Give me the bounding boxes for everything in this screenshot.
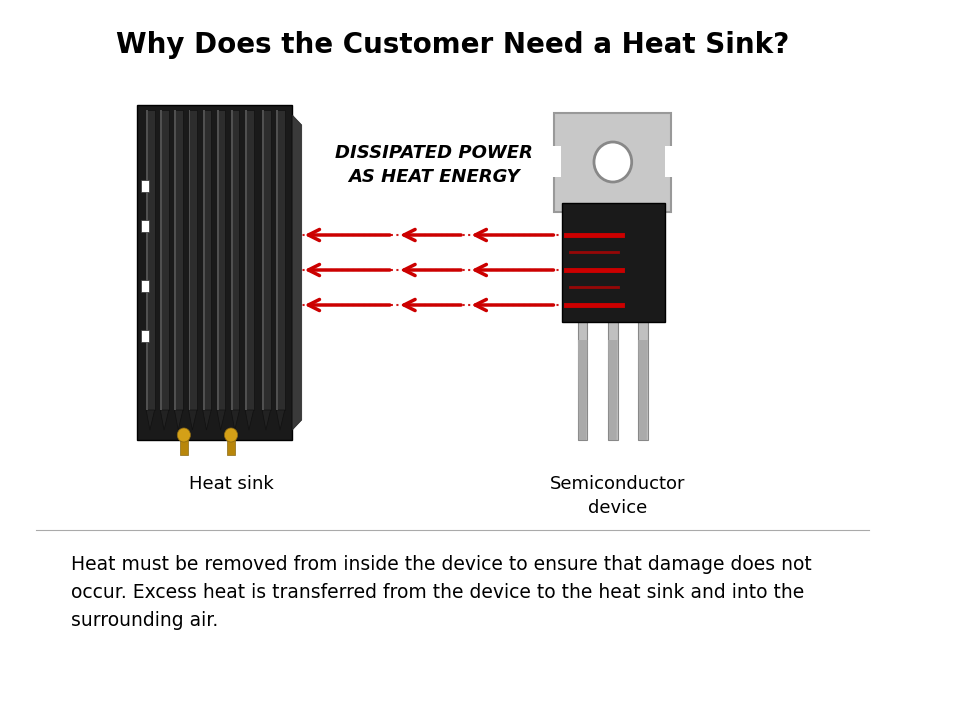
Circle shape: [178, 428, 190, 442]
Polygon shape: [175, 410, 183, 430]
Text: Why Does the Customer Need a Heat Sink?: Why Does the Customer Need a Heat Sink?: [116, 31, 789, 59]
Polygon shape: [217, 410, 226, 430]
Text: Heat sink: Heat sink: [188, 475, 274, 493]
Bar: [188, 110, 197, 410]
Bar: [262, 110, 264, 410]
FancyBboxPatch shape: [562, 203, 664, 322]
Polygon shape: [578, 340, 588, 440]
Polygon shape: [231, 410, 239, 430]
Bar: [552, 146, 561, 177]
Bar: [141, 330, 149, 342]
Bar: [203, 110, 211, 410]
Polygon shape: [146, 410, 155, 430]
Bar: [217, 110, 226, 410]
Bar: [608, 320, 617, 440]
Bar: [203, 110, 204, 410]
Bar: [175, 110, 183, 410]
Bar: [141, 180, 149, 192]
Bar: [664, 146, 674, 177]
Bar: [245, 110, 253, 410]
Polygon shape: [276, 410, 285, 430]
Bar: [578, 320, 588, 440]
Bar: [217, 110, 219, 410]
Bar: [276, 110, 278, 410]
Bar: [262, 110, 271, 410]
Bar: [146, 110, 155, 410]
FancyBboxPatch shape: [554, 113, 671, 212]
Bar: [188, 110, 190, 410]
Bar: [231, 110, 239, 410]
Polygon shape: [188, 410, 197, 430]
Polygon shape: [203, 410, 211, 430]
Text: Semiconductor
device: Semiconductor device: [550, 475, 685, 517]
Polygon shape: [262, 410, 271, 430]
Bar: [180, 435, 187, 455]
Bar: [136, 105, 292, 440]
Polygon shape: [292, 115, 301, 430]
Circle shape: [225, 428, 237, 442]
Bar: [146, 110, 148, 410]
Bar: [141, 280, 149, 292]
Bar: [638, 320, 648, 440]
Bar: [160, 110, 162, 410]
Bar: [245, 110, 247, 410]
Text: Heat must be removed from inside the device to ensure that damage does not
occur: Heat must be removed from inside the dev…: [71, 555, 811, 630]
Circle shape: [594, 142, 632, 182]
Bar: [160, 110, 169, 410]
Polygon shape: [245, 410, 253, 430]
Text: DISSIPATED POWER
AS HEAT ENERGY: DISSIPATED POWER AS HEAT ENERGY: [335, 144, 533, 186]
Polygon shape: [160, 410, 169, 430]
Bar: [276, 110, 285, 410]
Bar: [175, 110, 177, 410]
Polygon shape: [608, 340, 617, 440]
Bar: [228, 435, 235, 455]
Bar: [141, 220, 149, 232]
Bar: [231, 110, 233, 410]
Polygon shape: [638, 340, 648, 440]
